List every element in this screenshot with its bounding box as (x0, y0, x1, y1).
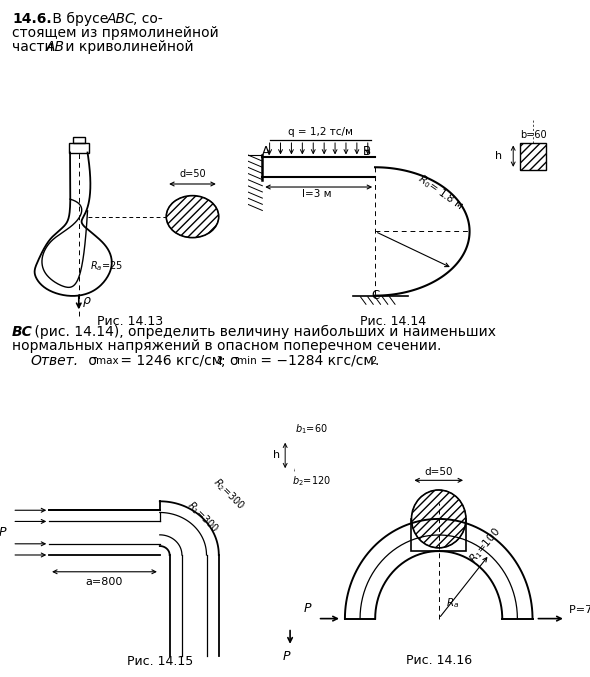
Circle shape (411, 490, 466, 548)
Text: ; σ: ; σ (221, 354, 239, 368)
Text: AB: AB (46, 40, 65, 54)
Text: h: h (495, 151, 502, 161)
Text: $R_1$=100: $R_1$=100 (466, 525, 503, 566)
Text: P: P (304, 603, 312, 615)
Text: $R_a$=25: $R_a$=25 (90, 259, 123, 273)
Text: P: P (283, 650, 290, 663)
Text: 14.6.: 14.6. (12, 12, 52, 26)
Text: d=50: d=50 (424, 467, 453, 477)
Text: $R_1$=300: $R_1$=300 (184, 499, 222, 536)
Text: $b_2$=120: $b_2$=120 (291, 475, 330, 488)
Bar (73, 137, 84, 144)
Text: части: части (12, 40, 58, 54)
Text: P=700 кес: P=700 кес (569, 605, 590, 615)
Text: и криволинейной: и криволинейной (61, 40, 194, 54)
Text: ρ: ρ (83, 294, 91, 307)
Text: 2: 2 (216, 356, 222, 366)
Text: Рис. 14.14: Рис. 14.14 (360, 315, 427, 328)
Text: стоящем из прямолинейной: стоящем из прямолинейной (12, 26, 219, 40)
Text: (рис. 14.14), определить величину наибольших и наименьших: (рис. 14.14), определить величину наибол… (30, 325, 496, 339)
Text: $b_1$=60: $b_1$=60 (294, 422, 327, 437)
Text: max: max (96, 356, 119, 366)
Bar (68, 143, 89, 152)
Circle shape (166, 196, 219, 238)
Text: .: . (374, 354, 378, 368)
Text: d=50: d=50 (179, 169, 206, 179)
Text: Рис. 14.13: Рис. 14.13 (97, 315, 163, 328)
Text: B: B (363, 145, 372, 158)
Text: BC: BC (12, 325, 33, 339)
Text: = −1284 кгс/см: = −1284 кгс/см (256, 354, 374, 368)
Text: ABC: ABC (107, 12, 136, 26)
Text: P: P (0, 526, 6, 539)
Text: В брусе: В брусе (48, 12, 113, 26)
Text: b=60: b=60 (520, 129, 546, 139)
Bar (411, 519, 466, 551)
Text: $R_0$= 1.8 м: $R_0$= 1.8 м (415, 171, 466, 213)
Text: $R_a$: $R_a$ (446, 596, 460, 609)
Text: = 1246 кгс/см: = 1246 кгс/см (116, 354, 222, 368)
Text: C: C (372, 289, 379, 303)
Text: h: h (273, 450, 280, 460)
Bar (520, 143, 546, 170)
Text: a=800: a=800 (86, 577, 123, 588)
Text: l=3 м: l=3 м (302, 190, 332, 200)
Text: Рис. 14.15: Рис. 14.15 (127, 655, 193, 668)
Text: σ: σ (84, 354, 97, 368)
Text: $R_2$=300: $R_2$=300 (210, 475, 248, 513)
Text: min: min (237, 356, 257, 366)
Text: q = 1,2 тс/м: q = 1,2 тс/м (288, 127, 353, 137)
Text: , со-: , со- (133, 12, 163, 26)
Text: нормальных напряжений в опасном поперечном сечении.: нормальных напряжений в опасном поперечн… (12, 339, 441, 353)
Text: 2: 2 (370, 356, 376, 366)
Text: Ответ.: Ответ. (30, 354, 78, 368)
Text: Рис. 14.16: Рис. 14.16 (406, 653, 472, 667)
Text: A: A (263, 145, 270, 158)
